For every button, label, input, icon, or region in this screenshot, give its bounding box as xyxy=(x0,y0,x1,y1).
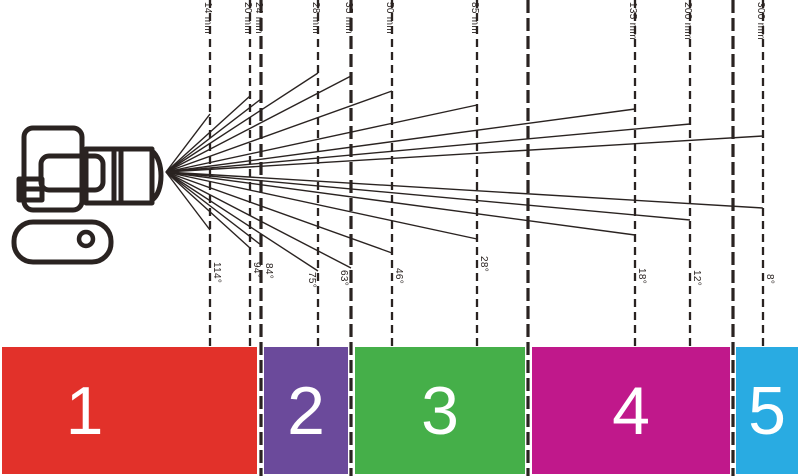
fov-ray-upper xyxy=(165,104,478,173)
camera-grip-dial xyxy=(76,229,96,249)
fov-ray-upper xyxy=(165,113,211,173)
fov-ray-upper xyxy=(165,75,352,173)
camera-grip xyxy=(11,219,114,265)
zone-number: 5 xyxy=(748,372,786,449)
fov-ray-lower xyxy=(165,171,636,236)
fov-ray-upper xyxy=(165,72,319,173)
focal-length-label: 135 mm xyxy=(627,2,638,40)
fov-ray-lower xyxy=(165,171,319,272)
angle-of-view-label: 12° xyxy=(691,270,702,287)
camera-prism-block xyxy=(38,153,106,193)
focal-length-label: 85 mm xyxy=(469,2,480,35)
fov-ray-lower xyxy=(165,171,352,269)
camera-icon xyxy=(8,118,178,273)
angle-of-view-label: 8° xyxy=(764,274,775,285)
focal-length-label: 200 mm xyxy=(682,2,693,40)
lens-category-zone-1: 1 xyxy=(2,347,257,474)
lens-category-zone-4: 4 xyxy=(532,347,730,474)
angle-of-view-label: 46° xyxy=(393,268,404,285)
fov-ray-lower xyxy=(165,171,251,249)
focal-length-label: 20 mm xyxy=(242,2,253,35)
lens-front-element xyxy=(149,148,164,203)
focal-length-label: 28 mm xyxy=(310,2,321,35)
camera-body xyxy=(21,125,85,213)
angle-of-view-label: 63° xyxy=(338,270,349,287)
focal-length-label: 35 mm xyxy=(343,2,354,35)
fov-ray-lower xyxy=(165,171,691,221)
lens-category-zone-2: 2 xyxy=(264,347,348,474)
fov-ray-upper xyxy=(165,135,764,173)
zone-number: 4 xyxy=(612,372,650,449)
fov-ray-upper xyxy=(165,90,393,173)
fov-ray-upper xyxy=(165,123,691,173)
fov-ray-upper xyxy=(165,98,262,173)
fov-ray-upper xyxy=(165,95,251,173)
fov-ray-upper xyxy=(165,108,636,173)
zone-number: 1 xyxy=(65,372,104,449)
angle-of-view-label: 94° xyxy=(251,262,262,279)
focal-length-label: 24 mm xyxy=(253,2,264,35)
angle-of-view-label: 84° xyxy=(263,263,274,280)
fov-ray-lower xyxy=(165,171,393,254)
zone-number: 3 xyxy=(421,372,459,449)
angle-of-view-label: 114° xyxy=(211,262,222,284)
zone-number: 2 xyxy=(287,372,325,449)
angle-of-view-label: 28° xyxy=(478,256,489,273)
dslr-top-view-icon xyxy=(11,125,164,265)
focal-length-label: 14 mm xyxy=(202,2,213,35)
lens-category-zone-5: 5 xyxy=(736,347,798,474)
fov-ray-lower xyxy=(165,171,262,246)
angle-of-view-label: 18° xyxy=(636,268,647,285)
fov-ray-lower xyxy=(165,171,211,231)
focal-length-label: 50 mm xyxy=(384,2,395,35)
fov-ray-lower xyxy=(165,171,478,240)
angle-of-view-label: 75° xyxy=(306,272,317,289)
lens-category-zone-3: 3 xyxy=(355,347,525,474)
focal-length-label: 300 mm xyxy=(755,2,766,40)
fov-ray-lower xyxy=(165,171,764,209)
